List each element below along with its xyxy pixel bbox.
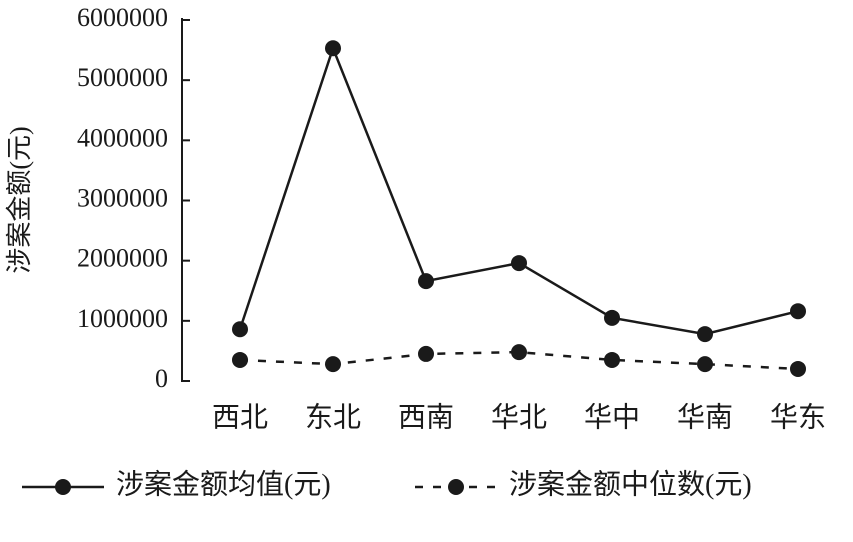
legend-label: 涉案金额中位数(元): [509, 468, 752, 500]
data-point: [790, 303, 806, 320]
y-tick-label: 1000000: [77, 304, 168, 333]
x-tick-label: 西北: [212, 402, 268, 433]
y-tick-label: 5000000: [77, 63, 168, 92]
x-tick-label: 西南: [398, 401, 454, 433]
series-line: [238, 44, 799, 336]
data-point: [511, 344, 527, 361]
x-tick-label: 华中: [584, 401, 640, 433]
legend-marker: [55, 479, 71, 495]
data-point: [418, 345, 434, 362]
data-point: [604, 351, 620, 368]
data-point: [511, 255, 527, 272]
x-tick-label: 东北: [305, 401, 361, 433]
data-point: [790, 360, 806, 377]
x-tick-label: 华东: [770, 401, 826, 433]
y-axis-label: 涉案金额(元): [5, 126, 34, 273]
data-point: [232, 351, 248, 368]
y-tick-label: 3000000: [77, 183, 168, 212]
data-point: [604, 309, 620, 326]
y-tick-label: 4000000: [77, 123, 168, 152]
legend-label: 涉案金额均值(元): [116, 468, 331, 500]
data-point: [697, 356, 713, 373]
legend-marker: [448, 479, 464, 495]
data-point: [325, 356, 341, 373]
data-point: [697, 326, 713, 343]
data-point: [325, 40, 341, 57]
y-tick-label: 2000000: [77, 244, 168, 273]
y-tick-label: 6000000: [77, 3, 168, 32]
data-point: [232, 321, 248, 338]
data-point: [418, 273, 434, 290]
y-tick-label: 0: [155, 364, 168, 393]
x-tick-label: 华北: [491, 401, 547, 433]
x-tick-label: 华南: [677, 401, 733, 433]
